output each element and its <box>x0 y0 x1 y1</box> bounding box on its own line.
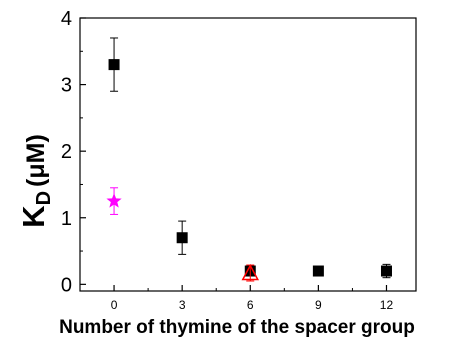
x-tick-label: 0 <box>111 298 118 312</box>
x-axis-title: Number of thymine of the spacer group <box>59 317 415 338</box>
svg-text:KD(μM): KD (μM) <box>16 134 55 228</box>
data-point-square <box>108 59 120 71</box>
data-point-square <box>380 265 392 277</box>
y-tick-label: 0 <box>61 274 72 296</box>
y-axis-title-unit: (μM) <box>22 134 50 187</box>
y-axis-title: KD (μM) <box>16 134 55 228</box>
plot-frame <box>79 17 417 292</box>
data-point-triangle <box>241 263 260 281</box>
data-marks <box>106 37 392 282</box>
data-point-square <box>176 232 188 244</box>
x-tick-label: 9 <box>315 298 322 312</box>
y-tick-label: 1 <box>61 208 72 230</box>
y-axis-title-main: K <box>16 205 51 228</box>
y-axis-ticks: 0 1 2 3 4 <box>61 8 86 296</box>
x-tick-label: 12 <box>380 298 394 312</box>
y-tick-label: 2 <box>61 141 72 163</box>
plot-border <box>79 17 417 292</box>
y-axis-title-subscript: D <box>33 191 55 205</box>
x-tick-label: 3 <box>179 298 186 312</box>
data-point-star <box>106 193 122 208</box>
y-tick-label: 3 <box>61 75 72 97</box>
x-tick-label: 6 <box>247 298 254 312</box>
y-tick-label: 4 <box>61 8 72 30</box>
data-point-square <box>312 265 324 277</box>
x-axis-ticks: 0 3 6 9 12 <box>111 285 394 312</box>
